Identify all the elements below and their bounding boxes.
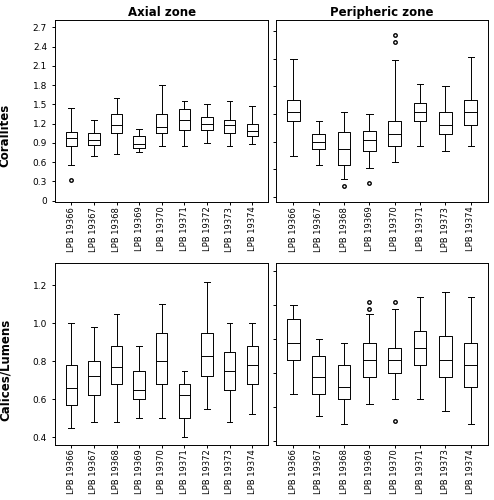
Title: Peripheric zone: Peripheric zone	[330, 6, 434, 18]
Text: Corallites: Corallites	[0, 104, 11, 166]
Text: Calices/Lumens: Calices/Lumens	[0, 319, 11, 421]
Title: Axial zone: Axial zone	[128, 6, 196, 18]
